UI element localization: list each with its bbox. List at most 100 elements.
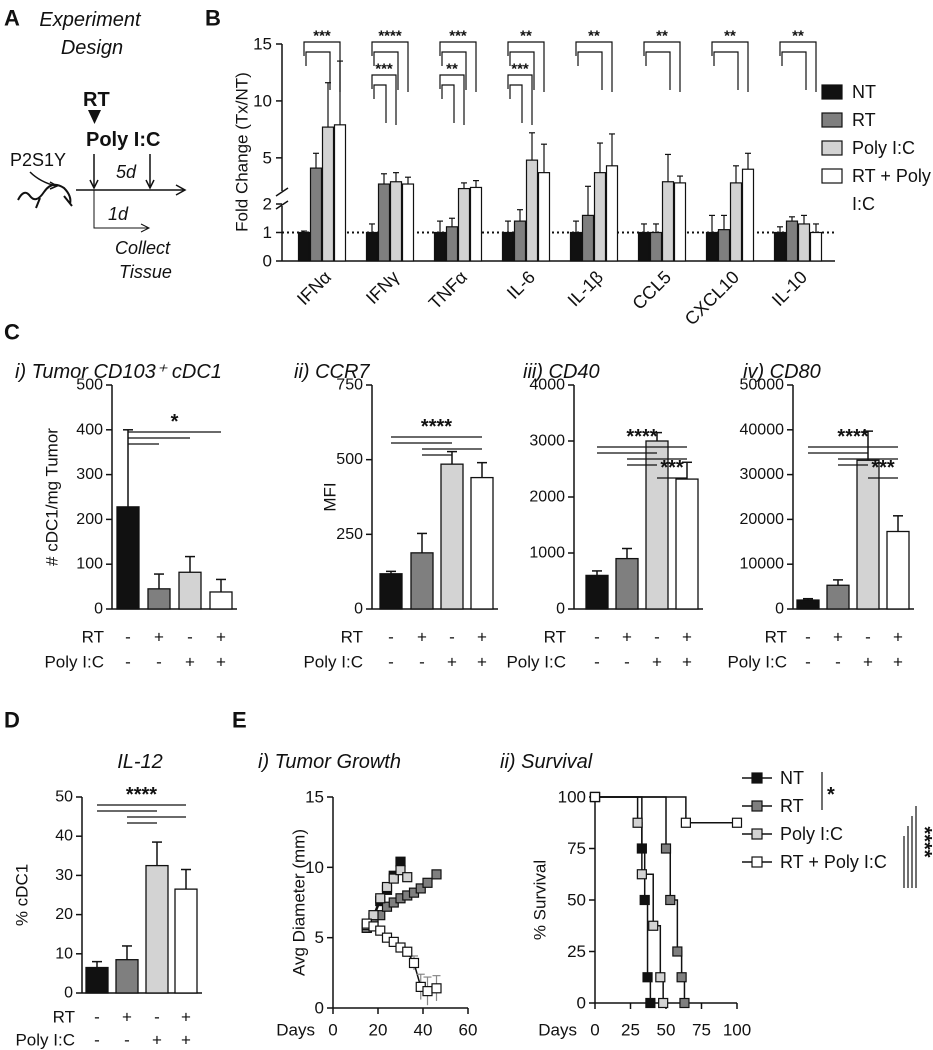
significance-label: **** xyxy=(626,426,657,448)
y-tick-label: 0 xyxy=(577,994,586,1013)
y-tick-label: 750 xyxy=(336,377,363,394)
factor-level: - xyxy=(449,628,455,647)
data-point xyxy=(422,877,433,888)
legend-marker xyxy=(751,856,763,868)
y-tick-label: 2000 xyxy=(529,489,565,506)
data-point xyxy=(665,894,676,906)
y-tick-label: 30000 xyxy=(740,466,785,483)
y-tick-label: 3000 xyxy=(529,433,565,450)
factor-label: Poly I:C xyxy=(506,653,566,672)
survival-step xyxy=(595,796,664,1003)
significance-bracket xyxy=(711,41,749,92)
y-tick-label: 50000 xyxy=(740,377,785,394)
bar xyxy=(856,459,880,610)
factor-level: + xyxy=(893,653,903,672)
bar xyxy=(379,573,403,610)
data-point xyxy=(658,997,669,1009)
y-tick-label: 1000 xyxy=(529,545,565,562)
bar xyxy=(147,588,171,610)
y-tick-label: 100 xyxy=(76,556,103,573)
bar xyxy=(796,599,820,610)
bar xyxy=(797,223,811,262)
y-tick-label: 0 xyxy=(263,252,272,271)
survival-step xyxy=(595,796,737,824)
bar xyxy=(309,167,323,262)
factor-label: Poly I:C xyxy=(44,653,104,672)
legend-label: RT xyxy=(780,796,804,816)
factor-label: Poly I:C xyxy=(303,653,363,672)
bar xyxy=(705,231,719,262)
data-point xyxy=(381,881,393,893)
y-tick-label: 75 xyxy=(567,839,586,858)
factor-level: + xyxy=(622,628,632,647)
legend-item: Poly I:C xyxy=(852,138,915,158)
legend-label: Poly I:C xyxy=(780,824,843,844)
data-point xyxy=(402,872,413,883)
bar xyxy=(116,506,140,610)
significance-label: **** xyxy=(421,416,452,438)
factor-level: + xyxy=(122,1008,132,1027)
factor-level: + xyxy=(216,653,226,672)
legend-label: RT xyxy=(852,110,876,130)
y-tick-label: 5 xyxy=(315,928,324,947)
bar xyxy=(178,571,202,610)
legend-item: RT xyxy=(852,110,876,130)
legend-marker xyxy=(751,828,763,840)
significance-bracket xyxy=(303,41,341,92)
factor-level: + xyxy=(216,628,226,647)
panel-label: E xyxy=(232,708,247,733)
data-point xyxy=(388,936,399,947)
bar xyxy=(513,220,527,262)
legend-item: RT + Poly I:C xyxy=(852,166,931,214)
significance-label: **** xyxy=(913,826,933,857)
y-tick-label: 100 xyxy=(558,788,586,807)
y-tick-label: 20 xyxy=(55,906,73,923)
y-tick-label: 50 xyxy=(55,789,73,806)
y-tick-label: 5 xyxy=(263,148,272,167)
legend-item: NT xyxy=(852,82,876,102)
bar xyxy=(525,159,539,262)
significance-bracket xyxy=(645,51,671,90)
panel-label: A xyxy=(4,6,20,31)
factor-level: - xyxy=(654,628,660,647)
bar xyxy=(145,864,169,994)
arrow-head xyxy=(175,184,187,196)
bar xyxy=(809,231,823,262)
factor-level: + xyxy=(152,1031,162,1050)
bar xyxy=(585,574,609,610)
data-point xyxy=(672,946,683,957)
significance-bracket xyxy=(575,41,613,92)
treatment-label: Poly I:C xyxy=(86,129,160,151)
interval-label: 1d xyxy=(108,204,129,224)
factor-label: RT xyxy=(82,628,104,647)
y-tick-label: 0 xyxy=(556,601,565,618)
interval-label: 5d xyxy=(116,162,137,182)
data-point xyxy=(402,946,413,957)
bar xyxy=(675,478,699,610)
factor-level: + xyxy=(833,628,843,647)
y-axis-label: MFI xyxy=(321,482,340,511)
y-tick-label: 4000 xyxy=(529,377,565,394)
factor-label: RT xyxy=(53,1008,75,1027)
data-point xyxy=(388,873,399,884)
significance-label: ** xyxy=(656,28,668,45)
experiment-design: Experiment Design RT Poly I:C P2S1Y 5d 1… xyxy=(10,9,187,282)
y-axis-label: Avg Diameter (mm) xyxy=(290,829,309,976)
legend-label: NT xyxy=(780,768,804,788)
endpoint-label: Collect xyxy=(115,238,171,258)
collect-arrow xyxy=(93,190,148,229)
y-tick-label: 0 xyxy=(775,601,784,618)
x-tick-label: CCL5 xyxy=(628,267,675,314)
chart-title: IL-12 xyxy=(117,751,163,773)
y-tick-label: 0 xyxy=(354,601,363,618)
y-tick-label: 0 xyxy=(315,999,324,1018)
y-axis-label: Fold Change (Tx/NT) xyxy=(233,72,252,232)
factor-label: Poly I:C xyxy=(727,653,787,672)
data-point xyxy=(648,920,659,931)
bar xyxy=(645,440,669,610)
x-axis-label: Days xyxy=(276,1021,315,1040)
bar xyxy=(401,183,415,262)
x-tick-label: 75 xyxy=(692,1021,711,1040)
y-tick-label: 2 xyxy=(263,195,272,214)
